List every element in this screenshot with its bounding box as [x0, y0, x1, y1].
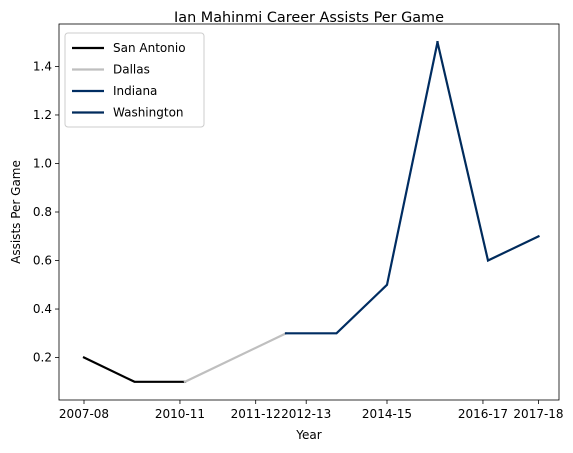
y-tick-label: 0.8 — [33, 205, 52, 219]
legend-box — [64, 32, 205, 128]
y-axis: 0.2 0.4 0.6 0.8 1.0 1.2 1.4 — [33, 59, 59, 365]
y-tick-label: 1.2 — [33, 108, 52, 122]
y-tick-label: 1.0 — [33, 156, 52, 170]
legend: San Antonio Dallas Indiana Washington — [64, 32, 205, 128]
legend-label-2: Indiana — [113, 84, 157, 98]
y-axis-title: Assists Per Game — [9, 160, 23, 264]
x-tick-label: 2012-13 — [281, 407, 331, 421]
legend-label-0: San Antonio — [113, 41, 186, 55]
x-tick-label: 2016-17 — [458, 407, 508, 421]
chart-title: Ian Mahinmi Career Assists Per Game — [174, 10, 444, 26]
y-tick-label: 0.6 — [33, 254, 52, 268]
x-tick-label: 2007-08 — [59, 407, 109, 421]
series-line-3 — [436, 40, 540, 263]
x-tick-label: 2011-12 — [231, 407, 281, 421]
y-tick-label: 1.4 — [33, 59, 52, 73]
x-tick-label: 2017-18 — [513, 407, 563, 421]
series-line-1 — [183, 331, 288, 384]
x-tick-label: 2010-11 — [155, 407, 205, 421]
x-axis-title: Year — [295, 428, 321, 442]
series-line-2 — [284, 40, 439, 335]
legend-label-1: Dallas — [113, 63, 150, 77]
series-lines — [82, 40, 540, 384]
x-tick-label: 2014-15 — [362, 407, 412, 421]
series-line-0 — [82, 356, 187, 383]
y-tick-label: 0.4 — [33, 302, 52, 316]
y-tick-label: 0.2 — [33, 351, 52, 365]
x-axis: 2007-08 2010-11 2011-12 2012-13 2014-15 2016-… — [59, 400, 564, 421]
legend-label-3: Washington — [113, 106, 184, 120]
